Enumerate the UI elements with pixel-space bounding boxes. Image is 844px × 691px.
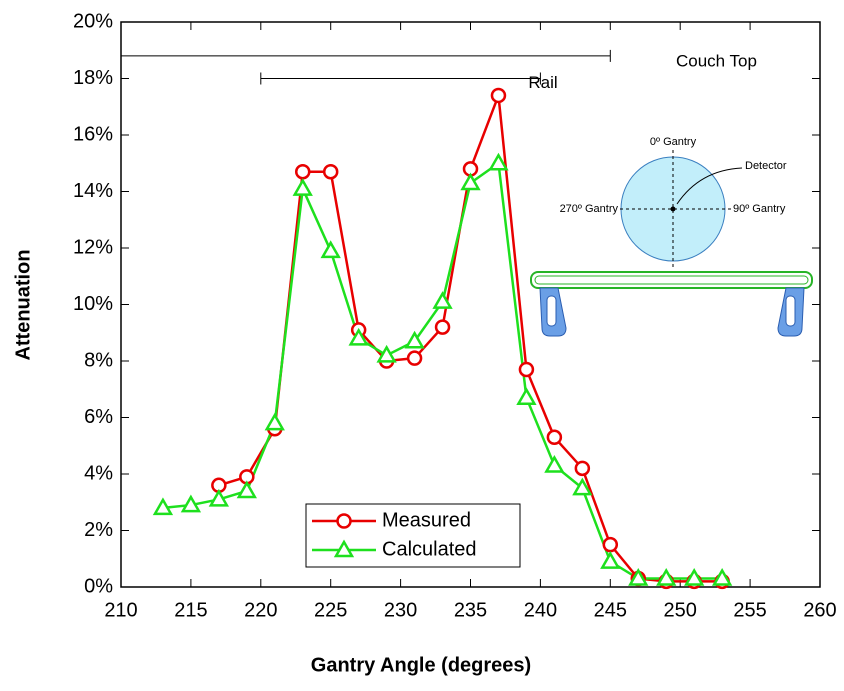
inset-diagram: 0º Gantry Detector 270º Gantry 90º Gantr… [530,136,813,337]
couch-inner [534,275,809,285]
marker [490,87,507,104]
diagram-label: Detector [745,160,787,172]
marker [322,163,339,180]
marker [292,178,313,196]
x-tick-label: 230 [384,599,417,621]
x-tick-label: 260 [803,599,836,621]
diagram-label: 270º Gantry [560,203,619,215]
legend-label: Calculated [382,538,477,560]
y-tick-label: 8% [84,349,113,371]
marker [600,551,621,569]
y-axis-title: Attenuation [12,249,34,360]
annotation: Couch Top [676,51,757,70]
detector-arrow [676,167,743,205]
y-tick-label: 6% [84,406,113,428]
legend-marker [336,513,352,529]
marker [376,344,397,363]
marker [294,163,311,180]
marker [236,480,257,499]
marker [488,152,509,171]
y-tick-label: 16% [73,123,113,145]
marker [711,568,733,586]
x-tick-label: 210 [104,599,137,621]
y-tick-label: 2% [84,519,113,541]
x-tick-label: 245 [594,599,627,621]
annotation: Rail [528,73,557,92]
y-tick-label: 0% [84,575,113,597]
marker [432,291,453,309]
x-tick-label: 225 [314,599,347,621]
y-tick-label: 14% [73,180,113,202]
x-tick-label: 215 [174,599,207,621]
y-tick-label: 4% [84,462,113,484]
rail-right-slot [785,295,796,327]
marker [518,361,535,378]
marker [656,568,677,586]
couch [530,271,813,289]
marker [602,536,619,553]
marker [348,327,369,346]
legend-label: Measured [382,509,471,531]
marker [684,568,705,586]
marker [434,319,451,335]
y-tick-label: 20% [73,10,113,32]
x-tick-label: 250 [664,599,697,621]
marker [208,488,230,507]
marker [264,412,285,431]
detector-dot [670,206,676,212]
x-axis-title: Gantry Angle (degrees) [311,654,531,676]
marker [460,172,481,191]
marker [628,568,649,586]
x-tick-label: 240 [524,599,557,621]
diagram-label: 0º Gantry [650,136,697,148]
y-tick-label: 18% [73,67,113,89]
marker [404,330,425,349]
diagram-label: 90º Gantry [733,203,786,215]
marker [572,477,593,496]
x-tick-label: 220 [244,599,277,621]
y-tick-label: 12% [73,236,113,258]
marker [406,350,423,366]
marker [546,429,563,446]
marker [574,460,591,477]
marker [320,240,341,259]
x-tick-label: 235 [454,599,487,621]
legend-marker [333,539,355,558]
marker [516,387,537,405]
rail-left-slot [546,295,557,327]
y-tick-label: 10% [73,293,113,315]
x-tick-label: 255 [733,599,766,621]
marker [180,494,202,513]
marker [152,497,174,516]
marker [544,455,565,473]
